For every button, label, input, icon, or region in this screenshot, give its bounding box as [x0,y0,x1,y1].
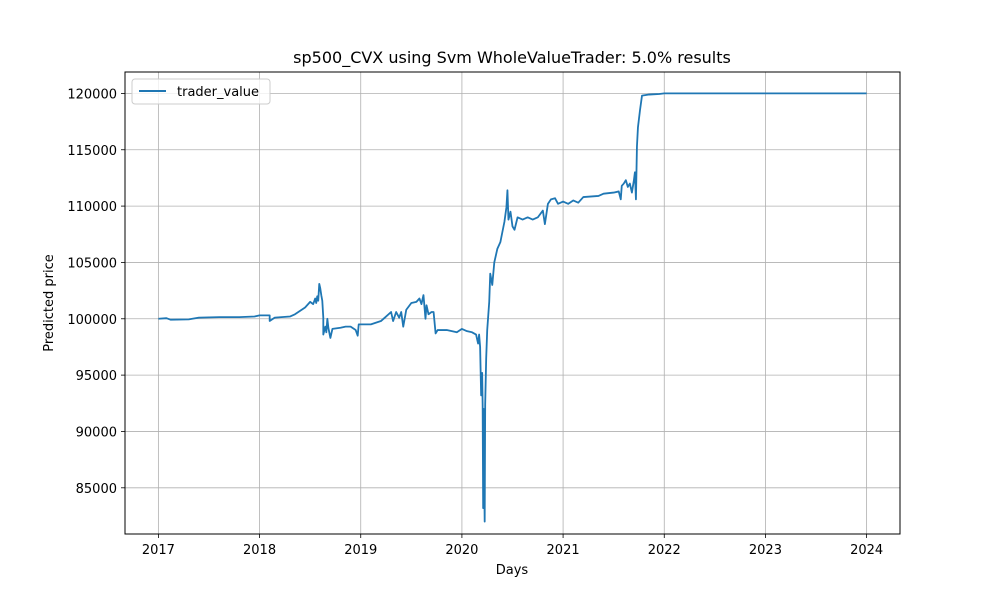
x-axis-title: Days [496,563,529,578]
legend-label: trader_value [177,85,259,100]
x-tick-label: 2018 [243,543,276,558]
x-tick-label: 2024 [850,543,883,558]
y-tick-label: 90000 [76,425,117,440]
ticks: 2017 2018 2019 2020 2021 2022 2023 2024 85000 900… [67,87,883,558]
y-tick-label: 105000 [67,256,117,271]
x-tick-label: 2023 [749,543,782,558]
grid [125,72,900,534]
x-tick-label: 2020 [445,543,478,558]
y-tick-label: 100000 [67,313,117,328]
y-tick-label: 120000 [67,87,117,102]
plot-frame [124,71,901,535]
x-tick-label: 2019 [344,543,377,558]
y-tick-label: 110000 [67,200,117,215]
legend: trader_value [131,78,271,105]
y-tick-label: 95000 [76,369,117,384]
y-tick-label: 85000 [76,482,117,497]
series-line-trader_value [158,92,867,523]
legend-box [131,78,271,105]
chart-title: sp500_CVX using Svm WholeValueTrader: 5.… [293,48,731,68]
x-tick-label: 2017 [142,543,175,558]
y-tick-label: 115000 [67,144,117,159]
y-axis-title: Predicted price [42,254,57,352]
x-tick-label: 2022 [648,543,681,558]
series-layer [158,92,867,523]
x-tick-label: 2021 [547,543,580,558]
